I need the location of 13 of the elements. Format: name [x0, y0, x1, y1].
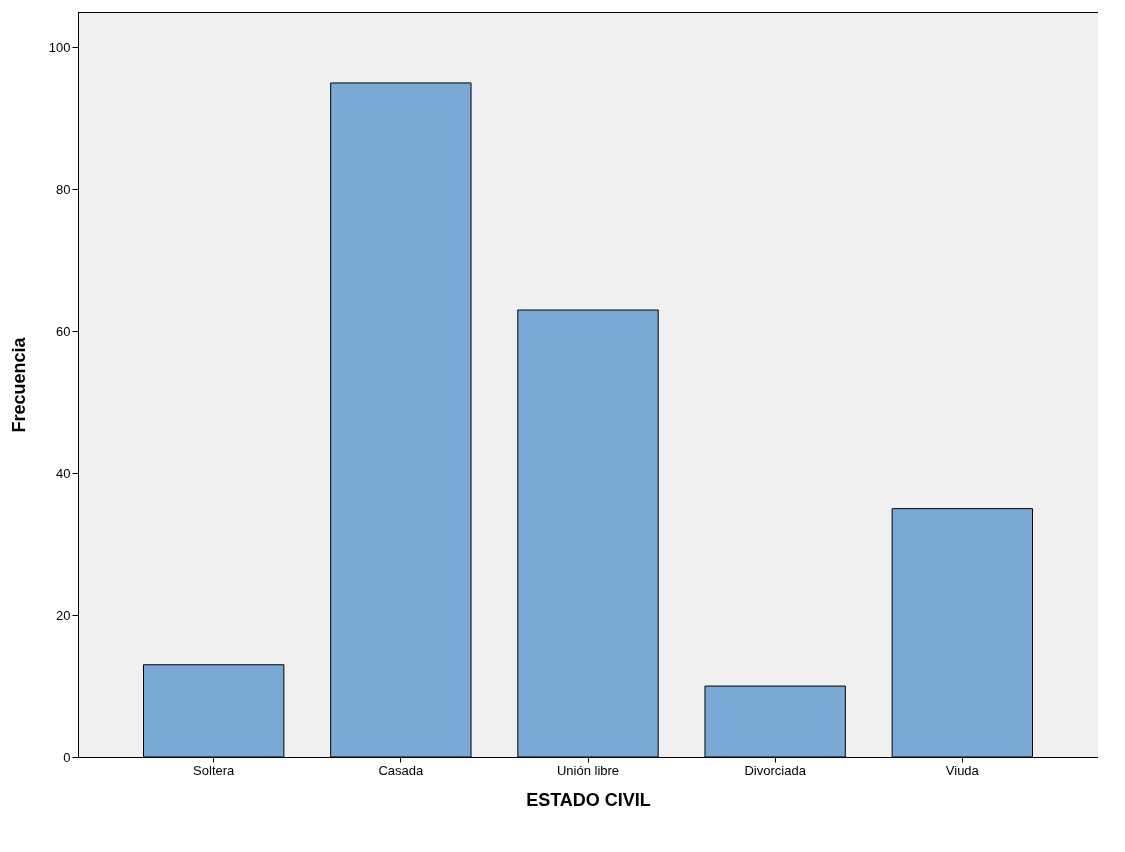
x-tick-label: Unión libre [556, 762, 620, 778]
y-tick-label: 80 [56, 181, 71, 197]
x-tick-label: Soltera [193, 762, 236, 778]
y-tick-label: 40 [56, 465, 71, 481]
x-axis-title: ESTADO CIVIL [526, 789, 651, 810]
x-tick-label: Divorciada [744, 762, 807, 778]
x-tick-label: Casada [378, 762, 425, 778]
y-axis-title: Frecuencia [8, 336, 29, 433]
y-tick-label: 20 [56, 607, 71, 623]
y-tick-label: 100 [48, 39, 71, 55]
y-tick-label: 60 [56, 323, 71, 339]
x-tick-label: Viuda [945, 762, 980, 778]
y-tick-label: 0 [63, 749, 71, 765]
